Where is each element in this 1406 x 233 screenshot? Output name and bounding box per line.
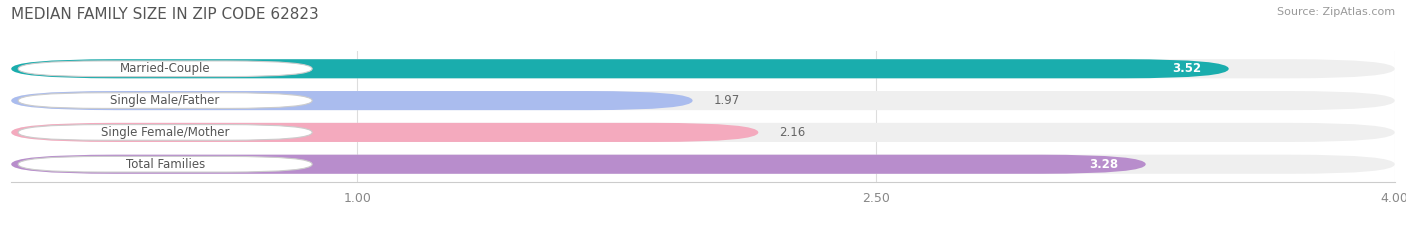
Text: Total Families: Total Families [125,158,205,171]
Text: Single Female/Mother: Single Female/Mother [101,126,229,139]
FancyBboxPatch shape [18,93,312,108]
Text: 3.52: 3.52 [1173,62,1201,75]
FancyBboxPatch shape [11,155,1146,174]
FancyBboxPatch shape [11,155,1395,174]
FancyBboxPatch shape [18,61,312,77]
Text: Married-Couple: Married-Couple [120,62,211,75]
Text: Source: ZipAtlas.com: Source: ZipAtlas.com [1277,7,1395,17]
Text: Single Male/Father: Single Male/Father [111,94,219,107]
FancyBboxPatch shape [11,91,1395,110]
FancyBboxPatch shape [18,156,312,172]
FancyBboxPatch shape [11,123,758,142]
Text: 1.97: 1.97 [713,94,740,107]
FancyBboxPatch shape [11,59,1229,78]
Text: MEDIAN FAMILY SIZE IN ZIP CODE 62823: MEDIAN FAMILY SIZE IN ZIP CODE 62823 [11,7,319,22]
FancyBboxPatch shape [11,123,1395,142]
FancyBboxPatch shape [11,59,1395,78]
FancyBboxPatch shape [18,125,312,140]
Text: 3.28: 3.28 [1088,158,1118,171]
FancyBboxPatch shape [11,91,693,110]
Text: 2.16: 2.16 [779,126,806,139]
